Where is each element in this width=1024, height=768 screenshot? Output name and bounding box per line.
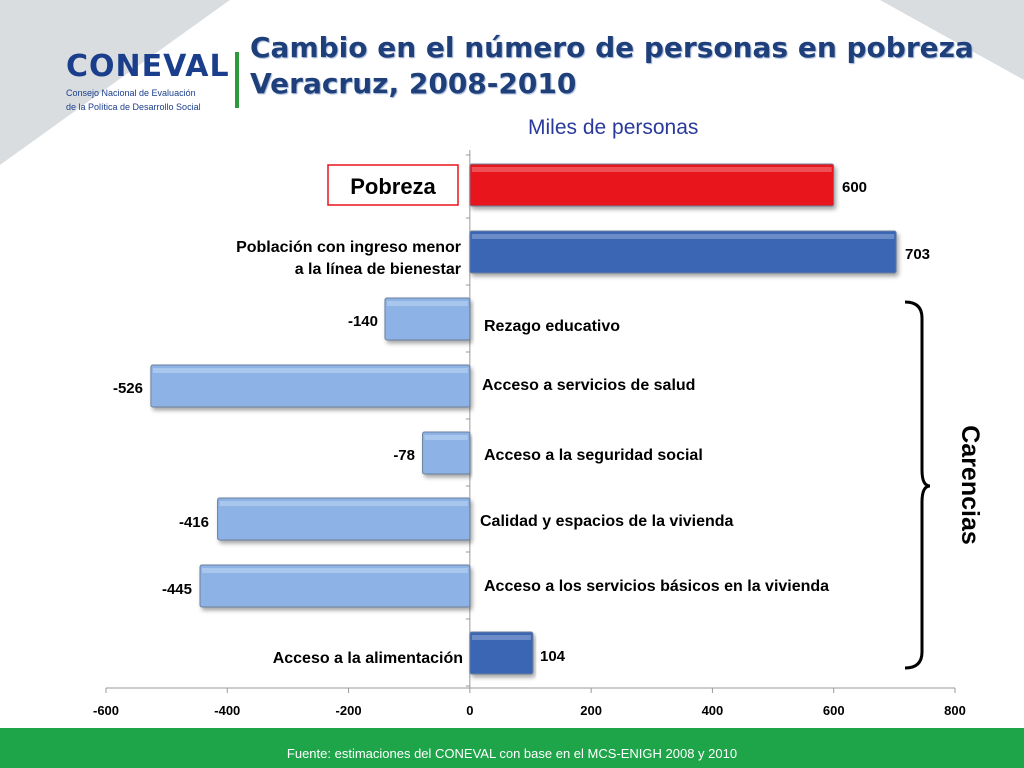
logo-subtitle-line-2: de la Política de Desarrollo Social [66, 102, 201, 112]
x-tick-label: 400 [702, 703, 724, 718]
logo-wordmark: CONEVAL [66, 49, 230, 84]
bar-value-label: -140 [348, 313, 378, 330]
x-tick-label: 800 [944, 703, 966, 718]
bar-value-label: -78 [393, 447, 415, 464]
bar-value-label: 703 [905, 246, 930, 263]
chart-unit-label: Miles de personas [528, 116, 699, 139]
category-label: Acceso a los servicios básicos en la viv… [484, 578, 829, 595]
footer-bar: Fuente: estimaciones del CONEVAL con bas… [0, 728, 1024, 768]
bar-highlight [152, 368, 468, 373]
category-label-ingreso: Población con ingreso menor a la línea de… [236, 239, 461, 278]
bar [422, 431, 471, 475]
logo-divider [235, 52, 239, 108]
category-label: Rezago educativo [484, 318, 620, 335]
bar-highlight [219, 501, 468, 506]
x-tick-label: 600 [823, 703, 845, 718]
bar [199, 564, 471, 608]
bar-highlight [471, 635, 531, 640]
bar-value-label: 600 [842, 179, 867, 196]
bar [469, 631, 534, 675]
category-label-alimentacion: Acceso a la alimentación [273, 650, 463, 667]
bar [469, 163, 835, 207]
bar-value-label: -416 [179, 514, 209, 531]
bar-highlight [424, 435, 468, 440]
bar-value-label: -526 [113, 380, 143, 397]
bar [469, 230, 897, 274]
category-label-pobreza: Pobreza [350, 174, 436, 199]
x-tick-label: 200 [580, 703, 602, 718]
bar [217, 497, 471, 541]
bar-highlight [386, 301, 468, 306]
source-note: Fuente: estimaciones del CONEVAL con bas… [286, 746, 738, 761]
bar [384, 297, 471, 341]
bar-highlight [471, 167, 832, 172]
slide-title: Cambio en el número de personas en pobre… [250, 31, 974, 100]
x-tick-label: -200 [336, 703, 362, 718]
carencias-label: Carencias [956, 425, 984, 545]
x-tick-label: -400 [214, 703, 240, 718]
x-tick-label: -600 [93, 703, 119, 718]
bar-highlight [201, 568, 468, 573]
x-tick-label: 0 [466, 703, 473, 718]
bar-value-label: 104 [540, 648, 566, 665]
pobreza-label-box [327, 164, 459, 206]
coneval-logo: CONEVAL Consejo Nacional de Evaluación d… [66, 49, 230, 113]
logo-subtitle-line-1: Consejo Nacional de Evaluación [66, 88, 196, 98]
top-right-gray-shape [880, 0, 1024, 80]
category-label: Calidad y espacios de la vivienda [480, 513, 734, 530]
category-label: Acceso a la seguridad social [484, 447, 703, 464]
carencias-bracket [904, 300, 931, 670]
category-label: Acceso a servicios de salud [482, 377, 695, 394]
bar-value-label: -445 [162, 581, 192, 598]
bar [150, 364, 471, 408]
bar-highlight [471, 234, 895, 239]
bar-chart: -600 -400 -200 0 200 400 600 800 600 703 -140 -526 -… [93, 150, 984, 718]
